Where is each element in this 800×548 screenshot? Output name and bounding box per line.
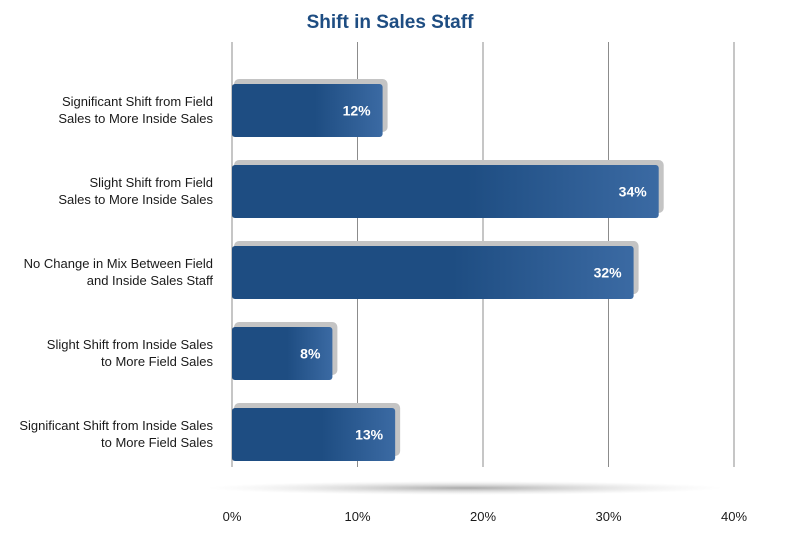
bar-value-label: 32% [594, 265, 623, 281]
bar [232, 84, 383, 137]
x-tick-label: 0% [223, 509, 242, 524]
bar [232, 327, 333, 380]
bar-value-label: 34% [619, 184, 648, 200]
bar-value-label: 13% [355, 427, 384, 443]
bar [232, 408, 396, 461]
category-label: Slight Shift from Inside Sales to More Fi… [47, 337, 214, 369]
x-tick-label: 40% [721, 509, 747, 524]
bar [232, 165, 659, 218]
x-tick-label: 20% [470, 509, 496, 524]
x-axis-ticks: 0% 10% 20% 30% 40% [223, 509, 748, 524]
bar-value-label: 8% [300, 346, 321, 362]
category-labels: Significant Shift from Field Sales to Mor… [19, 94, 213, 450]
bar-value-label: 12% [343, 103, 372, 119]
x-tick-label: 10% [344, 509, 370, 524]
category-label: Slight Shift from Field Sales to More Ins… [58, 175, 213, 207]
bars: 12% 34% 32% 8% 13% [232, 79, 664, 461]
floor-shadow [207, 481, 723, 495]
bar [232, 246, 634, 299]
category-label: Significant Shift from Inside Sales to Mo… [19, 418, 213, 450]
x-tick-label: 30% [595, 509, 621, 524]
category-label: Significant Shift from Field Sales to Mor… [58, 94, 213, 126]
chart-title: Shift in Sales Staff [307, 12, 474, 33]
category-label: No Change in Mix Between Field and Inside… [24, 256, 214, 288]
